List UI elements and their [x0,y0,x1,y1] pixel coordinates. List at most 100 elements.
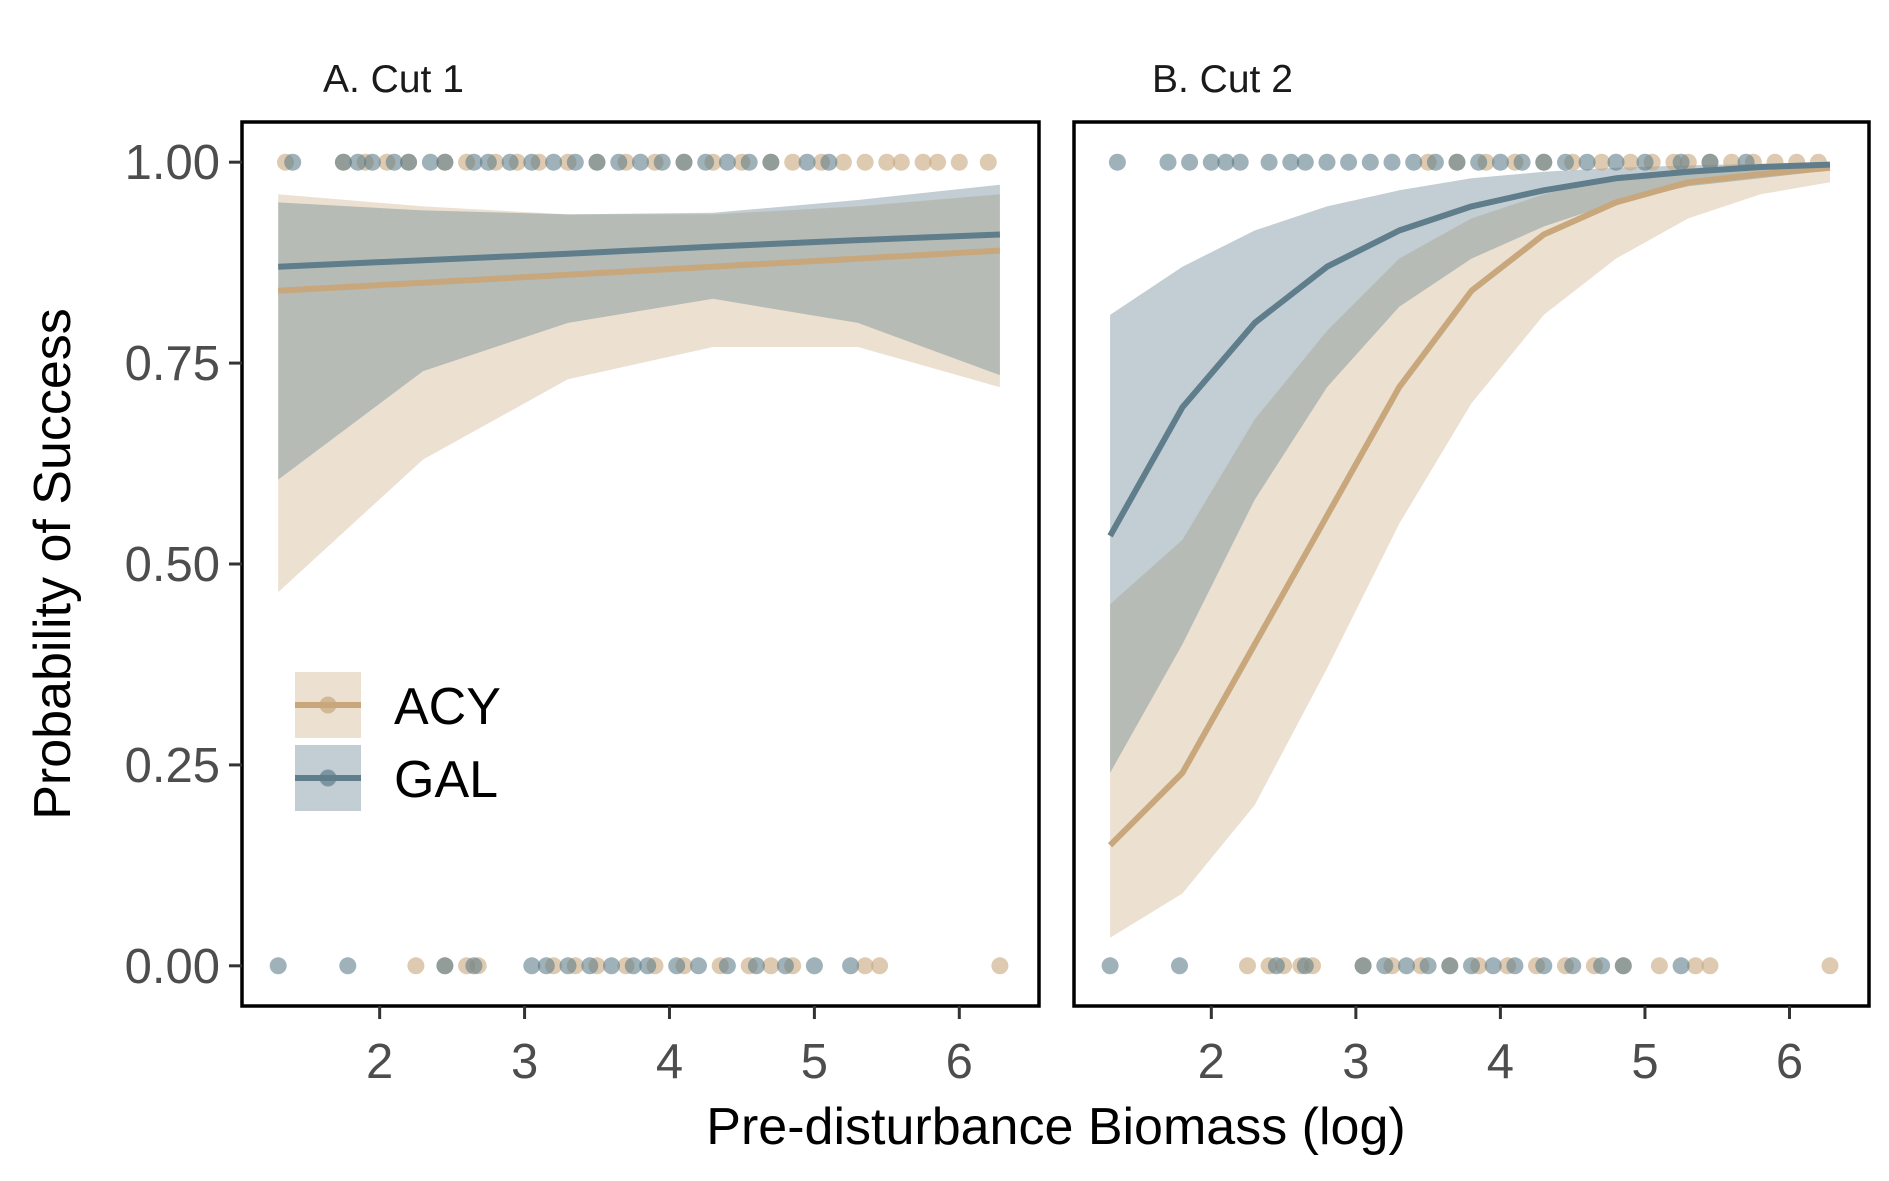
panel-b-gal-point-failure [1463,957,1480,975]
panel-b-acy-point-failure [1821,957,1839,975]
panel-b-gal-point-success [1578,153,1596,171]
panel-a-gal-point-failure [668,957,686,975]
panel-b-gal-point-success [1607,153,1625,171]
panel-b-x-tick-label: 3 [1342,1035,1369,1089]
y-tick-label: 0.75 [125,337,220,391]
panel-b-gal-point-success [1701,153,1719,171]
panel-a-x-tick-label: 5 [801,1035,828,1089]
panel-a-acy-ci-band [278,194,1000,593]
panel-b-gal-point-failure [1593,957,1611,975]
panel-b-gal-point-success [1181,153,1199,171]
panel-a-gal-point-success [363,153,381,171]
panel-b-title: B. Cut 2 [1152,58,1293,101]
panel-b-gal-point-success [1535,153,1553,171]
panel-a-acy-point-success [950,153,968,171]
panel-a-gal-point-failure [269,957,287,975]
panel-a-acy-point-success [929,153,947,171]
legend-label-gal: GAL [394,751,498,809]
panel-b-acy-ci-band [1110,163,1830,938]
panel-a-title: A. Cut 1 [323,58,464,101]
panel-b-gal-point-failure [1376,957,1394,975]
panel-a-gal-point-success [421,153,439,171]
panel-a-gal-point-success [675,153,693,171]
panel-b-x-tick-label: 4 [1487,1035,1514,1089]
panel-a-acy-point-failure [991,957,1009,975]
panel-b-gal-point-success [1448,153,1466,171]
panel-a-gal-point-failure [581,957,599,975]
panel-b-gal-point-failure [1672,957,1690,975]
panel-b-gal-point-success [1557,153,1574,171]
panel-b-gal-point-success [1202,153,1220,171]
panel-a-acy-point-failure [407,957,425,975]
panel-b-frame [1072,120,1871,1008]
panel-a-acy-point-failure [762,957,780,975]
panel-a-x-tick-label: 4 [656,1035,683,1089]
panel-a-acy-fit-line [278,247,1001,294]
panel-b-gal-point-success [1231,153,1249,171]
panel-a-gal-fit-line [278,231,1001,270]
panel-b-gal-point-failure [1296,957,1314,975]
panel-b-acy-point-success [1622,153,1639,171]
panel-a-x-tick-label: 6 [946,1035,973,1089]
panel-b-gal-point-success [1159,153,1177,171]
panel-b-gal-point-failure [1614,957,1632,975]
panel-a-gal-point-success [740,153,758,171]
panel-a-gal-point-success [820,153,838,171]
panel-a-gal-point-success [400,153,418,171]
y-tick-label: 0.00 [125,940,220,994]
legend-point-acy [319,696,337,714]
panel-a-acy-point-failure [856,957,874,975]
panel-b-gal-point-success [1217,153,1235,171]
panel-a-gal-point-failure [805,957,823,975]
panel-a-gal-point-failure [718,957,736,975]
panel-a-acy-point-success [856,153,874,171]
panel-b-gal-point-failure [1535,957,1553,975]
panel-a-gal-point-failure [537,957,555,975]
panel-b-gal-point-success [1340,153,1358,171]
panel-a-gal-point-success [566,153,584,171]
panel-a-gal-point-failure [436,957,454,975]
panel-a-x-tick-label: 2 [366,1035,393,1089]
panel-b-gal-point-failure [1101,957,1119,975]
panel-b-gal-point-success [1491,153,1509,171]
panel-b-x-tick-label: 6 [1776,1035,1803,1089]
panel-b-gal-point-success [1636,153,1654,171]
panel-b-gal-point-failure [1484,957,1502,975]
panel-a-gal-point-success [349,153,367,171]
panel-a-gal-point-failure [465,957,483,975]
panel-a-gal-point-success [284,153,302,171]
panel-a-acy-point-success [834,153,852,171]
legend-item-acy: ACY [295,672,501,738]
x-axis-title: Pre-disturbance Biomass (log) [706,1098,1405,1156]
panel-a-gal-point-failure [559,957,577,975]
panel-a-gal-point-failure [639,957,657,975]
panel-a-acy-point-success [878,153,896,171]
panel-a-gal-point-failure [603,957,620,975]
panel-b-gal-point-success [1318,153,1336,171]
panel-b-gal-point-failure [1267,957,1285,975]
y-axis-title: Probability of Success [24,308,82,820]
panel-b-gal-point-failure [1171,957,1188,975]
legend-label-acy: ACY [394,678,501,736]
panel-a-gal-point-failure [842,957,860,975]
panel-b-gal-point-success [1282,153,1300,171]
panel-b-gal-point-success [1260,153,1278,171]
panel-b-gal-point-success [1470,153,1488,171]
panel-a-gal-point-failure [747,957,765,975]
panel-b: B. Cut 2 2 3 4 5 6 [1072,58,1871,1089]
panel-a-gal-point-success [385,153,403,171]
panel-b-gal-point-success [1426,153,1444,171]
panel-b-gal-point-failure [1441,957,1459,975]
legend: ACY GAL [295,672,501,811]
panel-a-gal-point-success [718,153,736,171]
panel-b-gal-point-success [1108,153,1126,171]
panel-b-gal-point-failure [1564,957,1582,975]
panel-a-acy-point-success [784,153,802,171]
panel-b-gal-point-failure [1398,957,1415,975]
panel-b-gal-point-success [1405,153,1423,171]
y-tick-label: 1.00 [125,136,220,190]
panel-b-acy-point-failure [1687,957,1704,975]
panel-a-acy-point-success [892,153,910,171]
panel-b-acy-point-failure [1701,957,1719,975]
